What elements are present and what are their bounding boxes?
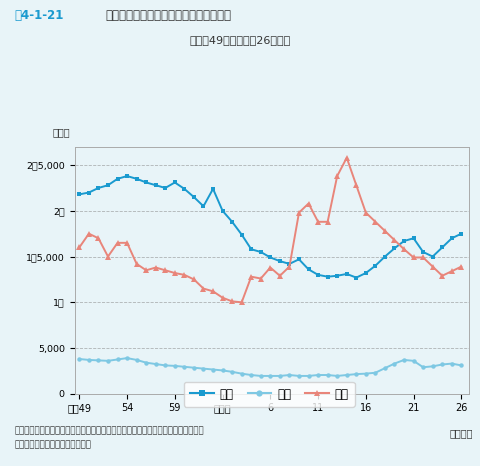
Legend: 騒音, 振動, 悪臭: 騒音, 振動, 悪臭 bbox=[184, 382, 354, 406]
Text: 図4-1-21: 図4-1-21 bbox=[14, 9, 64, 22]
Text: 防止法施行状況調査」より作成: 防止法施行状況調査」より作成 bbox=[14, 440, 91, 449]
Text: 騒音・振動・悪臭に係る苦情件数の推移: 騒音・振動・悪臭に係る苦情件数の推移 bbox=[106, 9, 231, 22]
Text: （昭和49年度〜平成26年度）: （昭和49年度〜平成26年度） bbox=[190, 35, 290, 45]
Text: （件）: （件） bbox=[53, 127, 71, 137]
Text: （年度）: （年度） bbox=[448, 428, 472, 439]
Text: 資料：環境省「騒音規制法施行状況調査」、「振動規制法施行状況調査」、「悪臭: 資料：環境省「騒音規制法施行状況調査」、「振動規制法施行状況調査」、「悪臭 bbox=[14, 426, 204, 435]
